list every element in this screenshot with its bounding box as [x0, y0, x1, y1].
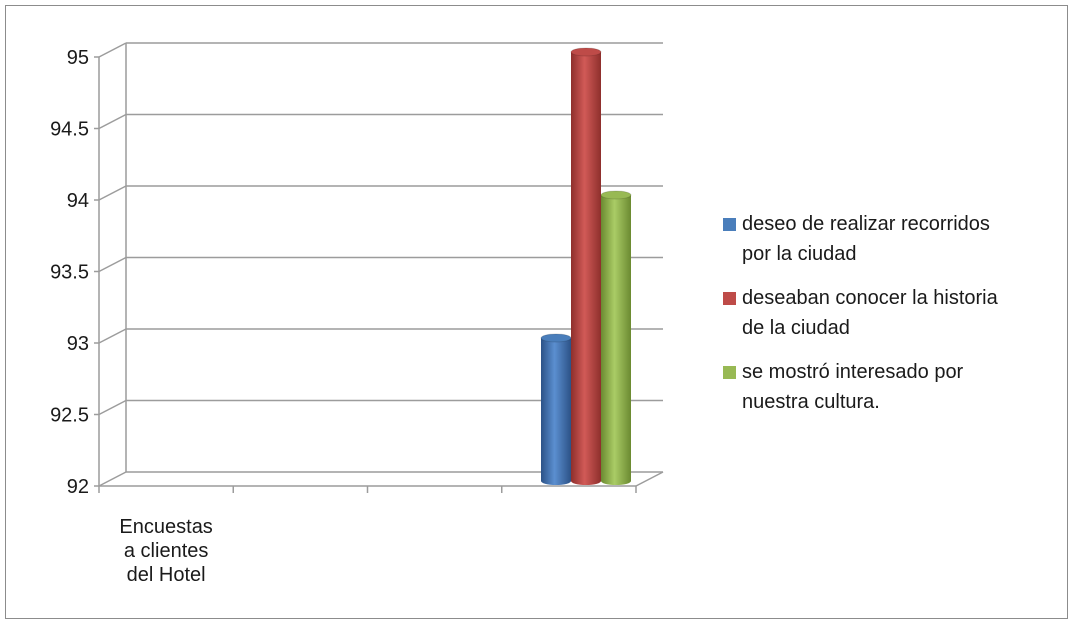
gridline-depth [98, 328, 127, 344]
bars [540, 47, 632, 485]
legend-label: se mostró interesado por nuestra cultura. [742, 361, 964, 413]
legend-swatch [723, 292, 736, 305]
y-tick-label: 93 [67, 333, 89, 355]
bar-1 [540, 333, 572, 485]
legend-label: deseaban conocer la historia de la ciudad [742, 287, 998, 339]
bar-body [571, 52, 601, 481]
category-label-line: a clientes [124, 540, 209, 562]
y-tick-label: 94.5 [50, 119, 89, 141]
bar-2 [570, 47, 602, 485]
legend-item: deseo de realizar recorridos por la ciuda… [723, 209, 1053, 269]
legend-item: se mostró interesado por nuestra cultura. [723, 357, 1053, 417]
x-axis-labels: Encuestas a clientes del Hotel [119, 516, 212, 586]
legend-swatch [723, 218, 736, 231]
bar-3 [600, 190, 632, 485]
category-label: Encuestas a clientes del Hotel [119, 516, 212, 586]
chart-frame: 92 92.5 93 93.5 94 94.5 95 Encuestas a clientes… [5, 5, 1068, 619]
y-tick-label: 92 [67, 476, 89, 498]
bar-base [541, 477, 571, 485]
gridline-depth [98, 42, 127, 58]
y-tick-label: 92.5 [50, 405, 89, 427]
bar-top [600, 190, 632, 200]
gridline-depth [98, 399, 127, 416]
gridline-depth [98, 185, 127, 201]
bar-body [541, 338, 571, 481]
category-label-line: Encuestas [119, 516, 212, 538]
bar-body [601, 195, 631, 481]
legend-item: deseaban conocer la historia de la ciudad [723, 283, 1053, 343]
bar-top [540, 333, 572, 343]
legend: deseo de realizar recorridos por la ciuda… [723, 209, 1053, 431]
bar-base [571, 477, 601, 485]
bar-chart: 92 92.5 93 93.5 94 94.5 95 Encuestas a clientes… [50, 42, 664, 586]
gridline-depth [98, 471, 127, 487]
bar-base [601, 477, 631, 485]
y-tick-label: 95 [67, 47, 89, 69]
legend-swatch [723, 366, 736, 379]
category-label-line: del Hotel [127, 564, 206, 586]
y-tick-label: 93.5 [50, 262, 89, 284]
y-tick-label: 94 [67, 190, 89, 212]
y-axis-ticks: 92 92.5 93 93.5 94 94.5 95 [50, 47, 89, 498]
floor-edge [635, 471, 664, 487]
bar-top [570, 47, 602, 57]
legend-label: deseo de realizar recorridos por la ciuda… [742, 213, 990, 265]
gridline-depth [98, 256, 127, 273]
gridline-depth [98, 113, 127, 130]
